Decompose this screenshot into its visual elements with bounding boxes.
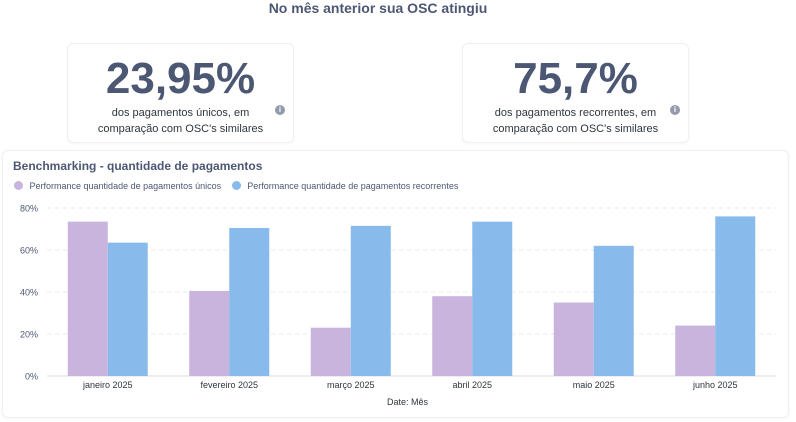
kpi-description-recurring: dos pagamentos recorrentes, em comparaçã… — [463, 105, 688, 137]
x-tick-label: janeiro 2025 — [82, 380, 133, 390]
kpi-description-line: dos pagamentos únicos, em — [111, 107, 250, 119]
kpi-description-line: comparação com OSC's similares — [492, 123, 659, 135]
x-axis-title: Date: Mês — [387, 397, 429, 407]
kpi-description-line: comparação com OSC's similares — [97, 123, 264, 135]
bar[interactable] — [189, 290, 230, 376]
kpi-description-unique: dos pagamentos únicos, em comparação com… — [68, 105, 293, 137]
bar[interactable] — [310, 327, 351, 376]
chart-legend: Performance quantidade de pagamentos úni… — [14, 181, 466, 191]
chart-title: Benchmarking - quantidade de pagamentos — [13, 159, 263, 173]
bar[interactable] — [593, 245, 634, 376]
x-tick-label: fevereiro 2025 — [200, 380, 258, 390]
bar[interactable] — [675, 325, 716, 376]
y-tick-label: 60% — [20, 246, 38, 256]
bar[interactable] — [229, 227, 270, 376]
x-tick-label: junho 2025 — [692, 380, 738, 390]
bar[interactable] — [432, 296, 473, 376]
x-tick-label: março 2025 — [327, 380, 375, 390]
y-tick-label: 20% — [20, 330, 38, 340]
info-icon[interactable]: i — [670, 105, 680, 115]
kpi-card-unique-payments: 23,95% dos pagamentos únicos, em compara… — [67, 43, 294, 143]
bar-chart: 0% 20% 40% 60% 80% janeiro 2025 fevereiro 2025… — [20, 204, 776, 407]
legend-dot-icon — [14, 181, 23, 190]
bar[interactable] — [715, 216, 756, 376]
bar[interactable] — [350, 225, 391, 376]
bar[interactable] — [67, 221, 108, 376]
legend-item-unique[interactable]: Performance quantidade de pagamentos úni… — [14, 181, 221, 191]
bar[interactable] — [107, 242, 148, 376]
page-title: No mês anterior sua OSC atingiu — [268, 0, 488, 16]
y-tick-label: 80% — [20, 204, 38, 214]
benchmark-chart-card: Benchmarking - quantidade de pagamentos … — [2, 150, 789, 418]
bar[interactable] — [472, 221, 513, 376]
legend-dot-icon — [231, 181, 241, 190]
kpi-description-line: dos pagamentos recorrentes, em — [494, 107, 657, 119]
y-tick-label: 40% — [20, 288, 38, 298]
x-tick-label: abril 2025 — [452, 380, 492, 390]
kpi-value-recurring: 75,7% — [513, 54, 638, 103]
legend-label: Performance quantidade de pagamentos úni… — [29, 181, 222, 191]
kpi-card-recurring-payments: 75,7% dos pagamentos recorrentes, em com… — [462, 43, 689, 143]
legend-label: Performance quantidade de pagamentos rec… — [247, 181, 459, 191]
x-tick-label: maio 2025 — [573, 380, 615, 390]
y-tick-label: 0% — [25, 372, 38, 382]
kpi-value-unique: 23,95% — [105, 54, 256, 103]
legend-item-recurring[interactable]: Performance quantidade de pagamentos rec… — [231, 181, 459, 191]
bar[interactable] — [553, 302, 594, 377]
info-icon[interactable]: i — [275, 105, 285, 115]
